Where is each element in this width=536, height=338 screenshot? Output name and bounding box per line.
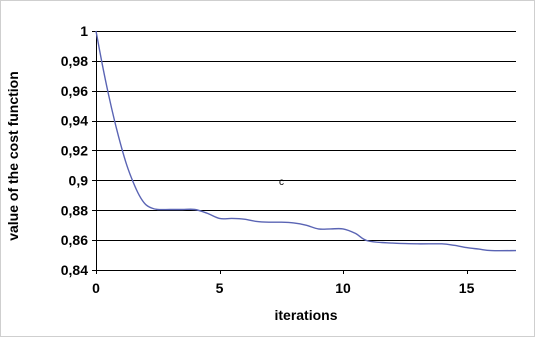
- x-tick-label: 0: [92, 280, 100, 296]
- y-tick-label: 0,94: [61, 113, 88, 129]
- y-tick-label: 0,96: [61, 83, 88, 99]
- gridlines: [96, 31, 516, 271]
- y-tick-label: 0,84: [61, 262, 88, 278]
- x-axis-label: iterations: [274, 307, 337, 323]
- x-tick-label: 10: [335, 280, 351, 296]
- series-line: [95, 30, 517, 252]
- y-tick-label: 1: [80, 23, 88, 39]
- y-tick-label: 0,92: [61, 143, 88, 159]
- x-tick-label: 15: [459, 280, 475, 296]
- y-tick-label: 0,98: [61, 53, 88, 69]
- stray-mark: c: [279, 177, 284, 188]
- axes: [92, 31, 468, 274]
- y-tick-labels: 0,84 0,86 0,88 0,9 0,92 0,94 0,96 0,98 1: [61, 23, 88, 278]
- y-axis-label: value of the cost function: [5, 71, 21, 241]
- y-tick-label: 0,86: [61, 232, 88, 248]
- x-tick-labels: 0 5 10 15: [92, 280, 474, 296]
- x-tick-label: 5: [216, 280, 224, 296]
- y-tick-label: 0,9: [69, 172, 89, 188]
- y-tick-label: 0,88: [61, 202, 88, 218]
- series-group: [95, 30, 517, 252]
